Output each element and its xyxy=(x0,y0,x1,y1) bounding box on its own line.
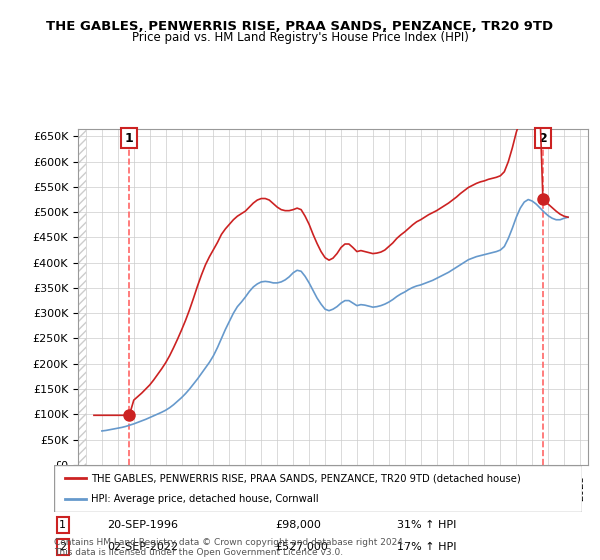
Text: 17% ↑ HPI: 17% ↑ HPI xyxy=(397,542,457,552)
Text: 2: 2 xyxy=(539,132,547,144)
Text: Price paid vs. HM Land Registry's House Price Index (HPI): Price paid vs. HM Land Registry's House … xyxy=(131,31,469,44)
FancyBboxPatch shape xyxy=(54,465,582,512)
Text: HPI: Average price, detached house, Cornwall: HPI: Average price, detached house, Corn… xyxy=(91,494,319,504)
Text: THE GABLES, PENWERRIS RISE, PRAA SANDS, PENZANCE, TR20 9TD (detached house): THE GABLES, PENWERRIS RISE, PRAA SANDS, … xyxy=(91,473,521,483)
Text: 20-SEP-1996: 20-SEP-1996 xyxy=(107,520,178,530)
Text: THE GABLES, PENWERRIS RISE, PRAA SANDS, PENZANCE, TR20 9TD: THE GABLES, PENWERRIS RISE, PRAA SANDS, … xyxy=(46,20,554,32)
Text: Contains HM Land Registry data © Crown copyright and database right 2024.
This d: Contains HM Land Registry data © Crown c… xyxy=(54,538,406,557)
Text: 1: 1 xyxy=(59,520,66,530)
Text: 31% ↑ HPI: 31% ↑ HPI xyxy=(397,520,457,530)
Text: 2: 2 xyxy=(59,542,67,552)
Text: 1: 1 xyxy=(125,132,134,144)
Text: £527,000: £527,000 xyxy=(276,542,329,552)
Text: 02-SEP-2022: 02-SEP-2022 xyxy=(107,542,178,552)
Text: £98,000: £98,000 xyxy=(276,520,322,530)
